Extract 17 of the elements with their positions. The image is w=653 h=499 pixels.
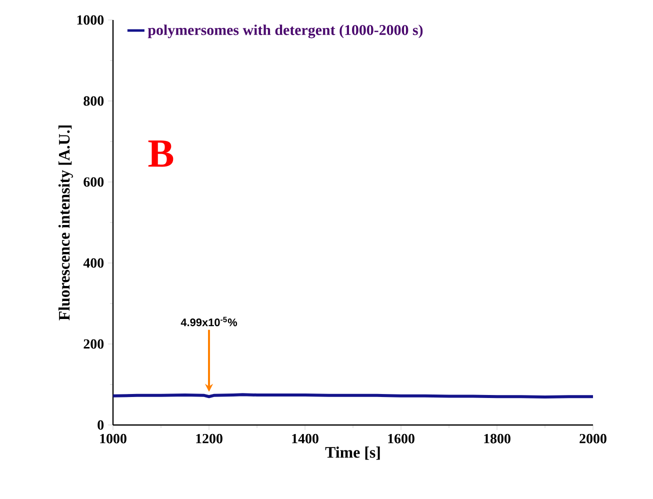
y-tick-label: 600 [84,177,104,187]
x-tick-label: 1600 [388,434,414,444]
x-tick-label: 1800 [484,434,510,444]
annotation: 4.99x10$^{-5}$% [180,316,238,326]
x-axis-title: Time [s] [325,446,380,460]
x-tick-label: 1000 [100,434,126,444]
y-tick-label: 400 [83,258,104,268]
y-tick-label: 1000 [77,15,104,25]
y-tick-label: 800 [84,96,104,106]
y-tick-label: 0 [98,420,104,430]
y-axis-title: Fluorescence intensity [A.U.] [58,126,73,320]
x-tick-label: 2000 [580,434,606,444]
annotation: B [148,140,174,167]
x-tick-label: 1400 [292,434,318,444]
y-tick-label: 200 [84,339,104,349]
legend-label: polymersomes with detergent (1000-2000 s) [148,24,423,38]
x-tick-label: 1200 [196,434,222,444]
